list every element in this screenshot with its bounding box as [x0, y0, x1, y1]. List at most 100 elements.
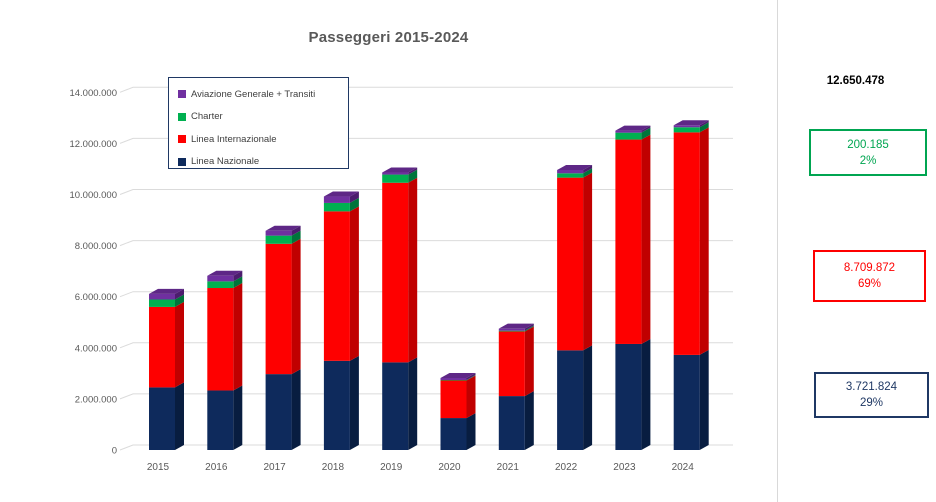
chart-area: Passeggeri 2015-2024 0 2.000.000 4.000.000… — [69, 29, 733, 473]
y-tick-label: 12.000.000 — [69, 139, 117, 150]
bar-2021-linea-internazionale — [498, 331, 525, 397]
bar-2015 — [149, 288, 184, 450]
bar-2024-linea-nazionale — [673, 354, 700, 450]
bar-2020 — [440, 372, 476, 450]
bar-2020-linea-nazionale-side — [466, 413, 476, 450]
nazionale-summary-box: 3.721.824 29% — [814, 372, 929, 418]
bar-2020-charter — [440, 379, 467, 381]
bar-2019-charter-side — [408, 169, 418, 183]
x-axis-labels: 2015 2016 2017 2018 2019 2020 2021 2022 2023 2024 — [147, 462, 694, 473]
internazionale-percent: 69% — [857, 278, 882, 290]
chart-title: Passeggeri 2015-2024 — [308, 29, 469, 46]
bar-2017-aviazione-generale-transiti — [265, 230, 292, 236]
nazionale-value: 3.721.824 — [845, 381, 898, 393]
legend-swatch-green-icon — [178, 112, 186, 121]
bar-2018-linea-nazionale-side — [349, 355, 359, 450]
bar-2019-aviazione-generale-transiti — [382, 172, 409, 175]
bar-2023-aviazione-generale-transiti-side — [641, 125, 651, 133]
x-tick-label-2015: 2015 — [147, 462, 170, 473]
stacked-column-chart: 0 2.000.000 4.000.000 6.000.000 8.000.000 10.… — [69, 86, 733, 473]
y-tick-label: 14.000.000 — [69, 88, 117, 99]
bar-2021-top-face — [498, 323, 534, 329]
bar-2023-charter-side — [641, 127, 651, 140]
x-tick-label-2023: 2023 — [613, 462, 636, 473]
bar-2020-aviazione-generale-transiti-side — [466, 372, 476, 380]
bar-2024-charter-side — [699, 122, 709, 133]
bar-2023 — [615, 125, 651, 450]
x-tick-label-2021: 2021 — [497, 462, 520, 473]
x-tick-label-2016: 2016 — [205, 462, 228, 473]
bar-2022-linea-internazionale — [557, 177, 584, 351]
bar-2017-linea-nazionale-side — [291, 369, 301, 450]
gridline — [119, 189, 733, 195]
bar-2022-linea-internazionale-side — [583, 172, 593, 351]
bar-2024-top-face — [673, 120, 709, 126]
bar-2023-linea-nazionale — [615, 343, 642, 450]
bar-2021-aviazione-generale-transiti-side — [524, 323, 534, 331]
y-tick-label: 6.000.000 — [75, 292, 117, 303]
y-tick-label: 8.000.000 — [75, 241, 117, 252]
bar-2024-linea-nazionale-side — [699, 349, 709, 450]
bar-2015-aviazione-generale-transiti-side — [175, 288, 184, 300]
bar-2018-linea-internazionale-side — [349, 206, 359, 361]
bar-2017-linea-internazionale-side — [291, 238, 301, 375]
summary-panel: 12.650.478 200.185 2% 8.709.872 69% 3.72… — [777, 0, 936, 502]
bar-2017-top-face — [265, 225, 301, 231]
bar-2022-linea-nazionale — [557, 350, 584, 450]
charter-percent: 2% — [859, 154, 877, 167]
bar-2018-charter-side — [349, 197, 359, 212]
bar-2019-linea-internazionale — [382, 182, 409, 363]
legend-swatch-red-icon — [178, 135, 186, 144]
legend-label: Charter — [191, 111, 223, 123]
bar-2021-linea-nazionale — [498, 396, 525, 450]
bar-2015-top-face — [149, 288, 184, 294]
bar-2023-linea-internazionale — [615, 139, 642, 344]
bar-2015-linea-internazionale-side — [175, 301, 184, 388]
bar-2015-linea-nazionale — [149, 387, 175, 450]
bar-2017-aviazione-generale-transiti-side — [291, 225, 301, 236]
bar-2020-linea-nazionale — [440, 418, 467, 450]
gridline — [119, 240, 733, 247]
bar-2017-linea-nazionale — [265, 374, 292, 450]
bar-2024-charter — [673, 127, 700, 133]
bar-2018-aviazione-generale-transiti-side — [349, 191, 359, 203]
legend-item-charter: Charter — [178, 106, 348, 129]
bar-2018-linea-internazionale — [323, 211, 350, 361]
legend-label: Aviazione Generale + Transiti — [191, 88, 316, 100]
bar-2024-aviazione-generale-transiti — [673, 125, 700, 128]
bar-2019-linea-nazionale — [382, 362, 409, 450]
bar-2021-linea-internazionale-side — [524, 326, 534, 397]
bar-2024-aviazione-generale-transiti-side — [699, 120, 709, 128]
bar-2017-linea-internazionale — [265, 243, 292, 375]
bar-2015-charter-side — [175, 294, 184, 307]
bar-2018-linea-nazionale — [323, 360, 350, 450]
bar-2019-charter — [382, 174, 409, 183]
y-axis-tick-labels: 0 2.000.000 4.000.000 6.000.000 8.000.000 10.… — [69, 88, 117, 457]
y-tick-label: 0 — [112, 446, 117, 457]
bar-2016-charter — [207, 281, 234, 289]
bar-2021-linea-nazionale-side — [524, 391, 534, 450]
bar-2021 — [498, 323, 534, 450]
bar-2018 — [323, 191, 359, 450]
bar-2018-charter — [323, 202, 350, 212]
bar-2019 — [382, 167, 418, 450]
y-tick-label: 2.000.000 — [75, 394, 117, 405]
x-tick-label-2019: 2019 — [380, 462, 403, 473]
legend-item-linea-nazionale: Linea Nazionale — [178, 151, 348, 174]
x-tick-label-2018: 2018 — [322, 462, 345, 473]
bar-2021-charter-side — [524, 325, 534, 332]
bar-2022 — [557, 164, 593, 450]
legend-swatch-navy-icon — [178, 157, 186, 166]
bar-2022-charter-side — [583, 168, 593, 178]
bar-2021-aviazione-generale-transiti — [498, 328, 525, 331]
internazionale-value: 8.709.872 — [843, 262, 896, 274]
legend-swatch-purple-icon — [178, 90, 186, 99]
bar-2019-linea-internazionale-side — [408, 177, 418, 363]
bar-2020-top-face — [440, 372, 476, 378]
bar-2020-charter-side — [466, 374, 476, 381]
bar-2023-charter — [615, 132, 642, 140]
bar-2016-linea-internazionale-side — [233, 283, 243, 391]
bar-2017-charter — [265, 235, 292, 244]
bar-2019-top-face — [382, 167, 418, 173]
gridline — [119, 86, 733, 93]
